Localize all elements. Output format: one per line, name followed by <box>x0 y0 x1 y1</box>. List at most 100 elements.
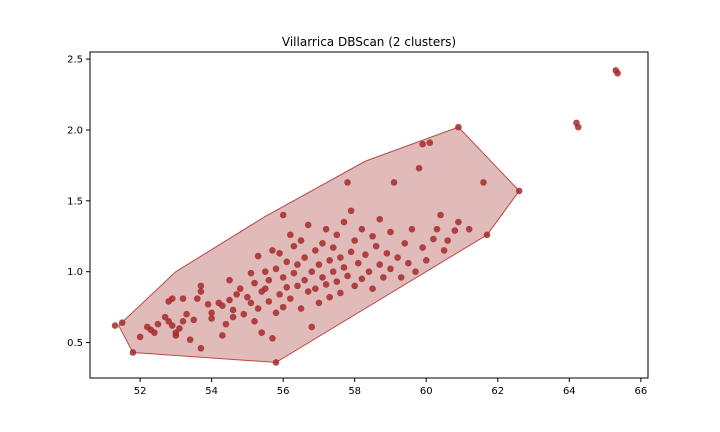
data-point <box>333 278 341 285</box>
data-point <box>312 285 319 293</box>
data-point <box>290 242 298 250</box>
data-point <box>265 276 273 284</box>
data-point <box>394 254 401 261</box>
plot-frame <box>89 51 649 379</box>
data-point <box>176 325 183 332</box>
data-point <box>272 265 280 273</box>
data-point <box>344 179 351 186</box>
data-point <box>272 359 280 366</box>
data-point <box>197 288 205 295</box>
data-point <box>451 227 459 234</box>
data-point <box>111 322 119 329</box>
data-point <box>179 295 187 302</box>
data-point <box>229 306 237 314</box>
data-point <box>172 332 180 339</box>
data-point <box>294 282 301 290</box>
data-point <box>369 285 376 293</box>
data-point <box>283 258 291 266</box>
data-point <box>269 247 276 254</box>
data-point <box>136 333 144 341</box>
y-tick-label: 2.5 <box>67 55 83 66</box>
x-tick-label: 58 <box>348 386 361 397</box>
data-point <box>244 293 251 301</box>
y-tick-label: 1.0 <box>67 267 83 278</box>
data-point <box>315 299 323 307</box>
data-point <box>304 288 312 295</box>
data-point <box>422 257 430 264</box>
data-point <box>194 295 201 302</box>
data-point <box>358 275 366 283</box>
data-point <box>322 225 330 233</box>
chart-title: Villarrica DBScan (2 clusters) <box>282 35 456 49</box>
x-tick-label: 62 <box>491 386 504 397</box>
data-point <box>574 123 582 131</box>
data-point <box>279 211 287 219</box>
data-point <box>419 140 426 148</box>
data-point <box>383 249 391 257</box>
data-point <box>197 282 205 290</box>
data-point <box>186 336 194 344</box>
data-point <box>315 261 323 268</box>
data-point <box>222 320 230 328</box>
data-point <box>455 123 462 131</box>
data-point <box>208 315 215 322</box>
data-point <box>297 237 305 244</box>
data-point <box>351 237 358 244</box>
data-point <box>208 309 215 317</box>
data-point <box>440 247 448 254</box>
data-point <box>312 247 319 254</box>
data-point <box>433 225 441 233</box>
data-point <box>329 244 337 251</box>
data-point <box>183 310 190 318</box>
data-point <box>254 305 262 312</box>
data-point <box>226 276 233 284</box>
data-point <box>308 268 316 275</box>
data-point <box>337 289 344 297</box>
data-point <box>272 309 280 317</box>
data-point <box>301 254 308 261</box>
data-point <box>279 303 287 311</box>
data-point <box>372 242 380 250</box>
data-point <box>376 261 384 268</box>
data-point <box>197 344 205 352</box>
data-point <box>276 291 283 298</box>
data-point <box>515 187 523 195</box>
data-point <box>347 207 355 215</box>
data-point <box>329 268 337 275</box>
data-point <box>340 218 348 226</box>
data-point <box>168 322 176 329</box>
data-point <box>344 272 351 280</box>
data-point <box>229 313 237 321</box>
data-point <box>401 240 409 247</box>
data-point <box>251 318 258 325</box>
data-point <box>129 349 137 356</box>
data-point <box>322 281 330 288</box>
data-point <box>430 235 437 243</box>
data-point <box>326 293 333 301</box>
data-point <box>455 218 462 226</box>
y-tick-label: 0.5 <box>67 338 83 349</box>
data-point <box>247 299 255 307</box>
data-point <box>347 248 355 256</box>
data-point <box>301 276 308 284</box>
data-point <box>219 332 226 339</box>
y-axis: 0.5 1.0 1.5 2.0 2.5 <box>67 55 90 349</box>
data-point <box>480 179 487 186</box>
data-point <box>236 285 244 293</box>
data-point <box>304 221 312 229</box>
x-tick-label: 66 <box>634 386 647 397</box>
data-point <box>365 268 373 275</box>
data-point <box>437 211 444 219</box>
data-point <box>405 259 412 267</box>
data-point <box>287 231 294 239</box>
data-point <box>390 179 398 186</box>
data-point <box>226 296 233 304</box>
data-point <box>358 225 366 233</box>
data-point <box>297 305 305 312</box>
data-point <box>290 269 298 277</box>
data-point <box>151 329 158 336</box>
data-point <box>376 215 384 223</box>
x-tick-label: 64 <box>563 386 576 397</box>
data-point <box>308 323 316 331</box>
